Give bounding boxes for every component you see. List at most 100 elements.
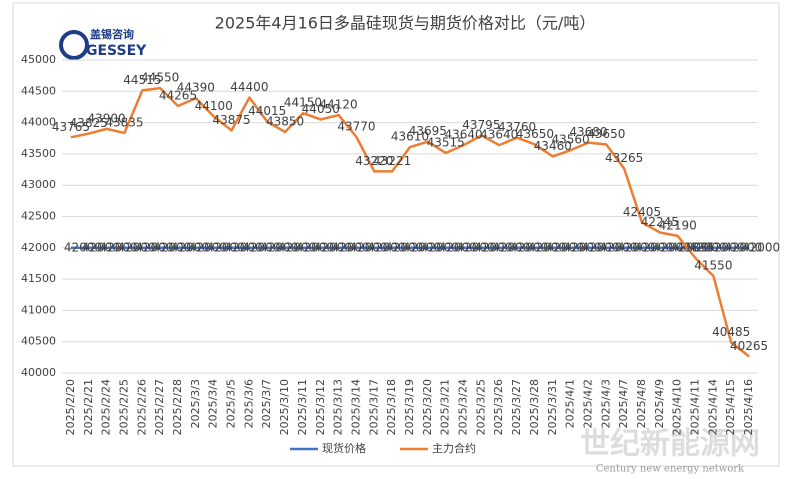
data-label: 42000 bbox=[599, 240, 637, 254]
x-tick-label: 2025/3/26 bbox=[492, 379, 505, 435]
y-tick-label: 45000 bbox=[21, 53, 56, 66]
data-label: 43760 bbox=[498, 120, 536, 134]
data-label: 42000 bbox=[224, 240, 262, 254]
x-tick-label: 2025/4/1 bbox=[564, 379, 577, 428]
x-tick-label: 2025/3/31 bbox=[546, 379, 559, 435]
data-label: 43515 bbox=[427, 135, 465, 149]
data-label: 43765 bbox=[52, 120, 90, 134]
y-tick-label: 40500 bbox=[21, 335, 56, 348]
data-label: 43770 bbox=[337, 119, 375, 133]
data-label: 42000 bbox=[688, 240, 726, 254]
data-label: 42000 bbox=[724, 240, 762, 254]
data-label: 42000 bbox=[742, 240, 780, 254]
data-label: 42000 bbox=[421, 240, 459, 254]
data-label: 42000 bbox=[207, 240, 245, 254]
y-tick-label: 44000 bbox=[21, 116, 56, 129]
x-tick-label: 2025/4/16 bbox=[742, 379, 755, 435]
logo-name: 盖锡咨询 bbox=[90, 27, 134, 41]
x-tick-label: 2025/4/3 bbox=[599, 379, 612, 428]
data-label: 40485 bbox=[712, 325, 750, 339]
data-label: 42405 bbox=[623, 205, 661, 219]
data-label: 44390 bbox=[177, 81, 215, 95]
data-label: 40265 bbox=[730, 339, 768, 353]
x-tick-label: 2025/3/14 bbox=[349, 379, 362, 435]
data-label: 43650 bbox=[516, 127, 554, 141]
x-tick-label: 2025/3/18 bbox=[385, 379, 398, 435]
x-tick-label: 2025/3/7 bbox=[260, 379, 273, 428]
x-tick-label: 2025/3/6 bbox=[242, 379, 255, 428]
data-label: 42245 bbox=[641, 215, 679, 229]
data-label: 42000 bbox=[100, 240, 138, 254]
y-tick-label: 41000 bbox=[21, 303, 56, 316]
x-tick-label: 2025/3/25 bbox=[474, 379, 487, 435]
data-label: 42000 bbox=[439, 240, 477, 254]
data-label: 42000 bbox=[510, 240, 548, 254]
data-label: 42000 bbox=[671, 240, 709, 254]
x-tick-label: 2025/4/10 bbox=[671, 379, 684, 435]
data-label: 42000 bbox=[82, 240, 120, 254]
data-label: 43680 bbox=[569, 125, 607, 139]
x-tick-label: 2025/3/21 bbox=[439, 379, 452, 435]
data-label: 42000 bbox=[546, 240, 584, 254]
x-tick-label: 2025/2/26 bbox=[135, 379, 148, 435]
x-tick-label: 2025/3/3 bbox=[189, 379, 202, 428]
data-label: 43650 bbox=[587, 127, 625, 141]
data-label: 43610 bbox=[391, 130, 429, 144]
x-tick-label: 2025/2/20 bbox=[64, 379, 77, 435]
x-tick-label: 2025/3/17 bbox=[367, 379, 380, 435]
x-tick-label: 2025/4/14 bbox=[706, 379, 719, 435]
x-tick-label: 2025/3/4 bbox=[207, 379, 220, 428]
x-tick-label: 2025/2/27 bbox=[153, 379, 166, 435]
legend-label: 主力合约 bbox=[432, 441, 476, 455]
legend-label: 现货价格 bbox=[322, 441, 366, 455]
x-tick-label: 2025/4/8 bbox=[635, 379, 648, 428]
data-label: 43560 bbox=[552, 133, 590, 147]
data-label: 42000 bbox=[456, 240, 494, 254]
data-label: 43220 bbox=[355, 154, 393, 168]
x-tick-label: 2025/4/15 bbox=[724, 379, 737, 435]
data-label: 43795 bbox=[462, 118, 500, 132]
x-tick-label: 2025/3/20 bbox=[421, 379, 434, 435]
x-tick-label: 2025/4/11 bbox=[689, 379, 702, 435]
data-label: 42000 bbox=[653, 240, 691, 254]
x-tick-label: 2025/3/13 bbox=[332, 379, 345, 435]
data-label: 42000 bbox=[474, 240, 512, 254]
data-label: 42000 bbox=[492, 240, 530, 254]
logo-brand: GESSEY bbox=[86, 43, 147, 59]
x-tick-label: 2025/2/25 bbox=[117, 379, 130, 435]
watermark-subtitle: Century new energy network bbox=[596, 464, 745, 475]
data-label: 42000 bbox=[64, 240, 102, 254]
x-tick-label: 2025/3/11 bbox=[296, 379, 309, 435]
y-tick-label: 43000 bbox=[21, 178, 56, 191]
data-label: 42000 bbox=[296, 240, 334, 254]
x-tick-label: 2025/3/19 bbox=[403, 379, 416, 435]
y-tick-label: 41500 bbox=[21, 272, 56, 285]
data-label: 44150 bbox=[284, 96, 322, 110]
data-label: 44265 bbox=[159, 89, 197, 103]
data-label: 42000 bbox=[385, 240, 423, 254]
x-tick-label: 2025/2/21 bbox=[82, 379, 95, 435]
data-label: 42000 bbox=[367, 240, 405, 254]
y-tick-label: 44500 bbox=[21, 84, 56, 97]
logo: 盖锡咨询 GESSEY bbox=[59, 27, 147, 60]
data-label: 42190 bbox=[659, 218, 697, 232]
data-label: 43265 bbox=[605, 151, 643, 165]
x-tick-label: 2025/2/24 bbox=[100, 379, 113, 435]
data-label: 43640 bbox=[480, 128, 518, 142]
data-label: 44550 bbox=[141, 71, 179, 85]
data-label: 42000 bbox=[349, 240, 387, 254]
data-label: 43460 bbox=[534, 139, 572, 153]
data-label: 42000 bbox=[135, 240, 173, 254]
series-line bbox=[70, 86, 750, 358]
data-label: 43850 bbox=[266, 114, 304, 128]
data-label: 43900 bbox=[88, 111, 126, 125]
x-tick-label: 2025/4/9 bbox=[653, 379, 666, 428]
watermark: 世纪新能源网 bbox=[580, 427, 760, 462]
data-label: 43825 bbox=[70, 116, 108, 130]
data-label: 44400 bbox=[230, 80, 268, 94]
y-tick-label: 42500 bbox=[21, 210, 56, 223]
chart-title: 2025年4月16日多晶硅现货与期货价格对比（元/吨） bbox=[215, 14, 596, 33]
data-label: 42000 bbox=[278, 240, 316, 254]
x-tick-label: 2025/4/2 bbox=[581, 379, 594, 428]
